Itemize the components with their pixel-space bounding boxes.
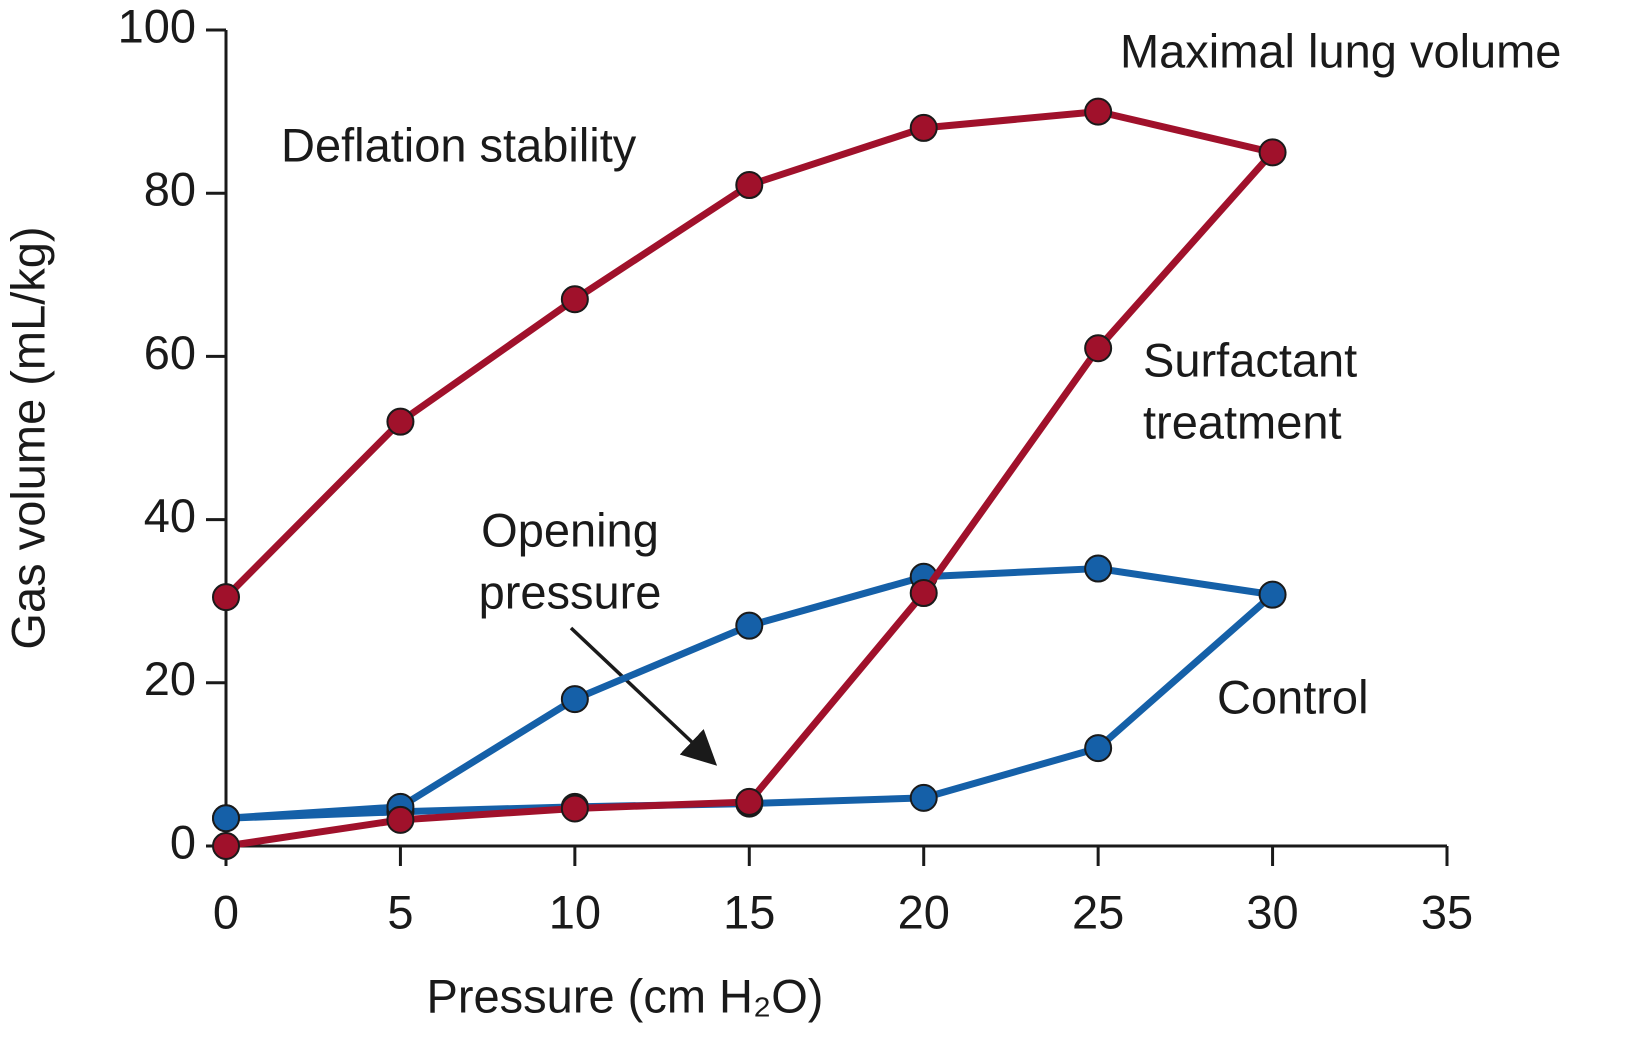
x-axis-label: Pressure (cm H₂O): [427, 969, 824, 1022]
data-point: [212, 804, 240, 833]
annotation: Opening: [481, 503, 659, 556]
y-tick-label: 80: [144, 163, 196, 216]
annotation: treatment: [1143, 395, 1342, 448]
y-tick-label: 40: [144, 489, 196, 542]
data-point: [560, 285, 589, 314]
y-tick-label: 100: [118, 0, 196, 52]
data-point: [560, 794, 589, 823]
data-point: [1258, 580, 1287, 609]
x-tick-label: 30: [1246, 885, 1298, 938]
arrow: [569, 626, 718, 766]
data-point: [735, 611, 764, 640]
y-axis-label: Gas volume (mL/kg): [1, 226, 54, 649]
data-point: [386, 805, 415, 834]
annotation: Surfactant: [1143, 333, 1357, 386]
data-point: [909, 783, 938, 812]
data-point: [1084, 734, 1113, 763]
y-tick-label: 0: [170, 815, 196, 868]
y-tick-label: 60: [144, 326, 196, 379]
data-point: [560, 685, 589, 714]
annotation: Deflation stability: [281, 118, 637, 171]
series-line: [225, 565, 1277, 822]
x-tick-label: 10: [549, 885, 601, 938]
data-point: [1084, 554, 1113, 583]
x-tick-label: 5: [387, 885, 413, 938]
data-point: [212, 832, 240, 860]
data-point: [909, 113, 938, 142]
data-point: [909, 579, 938, 608]
data-point: [1084, 97, 1113, 126]
y-tick-label: 20: [144, 652, 196, 705]
data-point: [735, 171, 764, 200]
data-point: [386, 407, 415, 436]
x-tick-label: 25: [1072, 885, 1124, 938]
x-tick-label: 0: [213, 885, 239, 938]
annotation: Control: [1217, 670, 1369, 723]
data-point: [1084, 334, 1113, 363]
data-point: [1258, 138, 1287, 167]
annotation: Maximal lung volume: [1120, 24, 1561, 77]
x-tick-label: 20: [898, 885, 950, 938]
annotation: pressure: [479, 565, 662, 618]
data-point: [735, 787, 764, 816]
x-tick-label: 15: [723, 885, 775, 938]
x-tick-label: 35: [1421, 885, 1473, 938]
data-point: [212, 583, 240, 612]
